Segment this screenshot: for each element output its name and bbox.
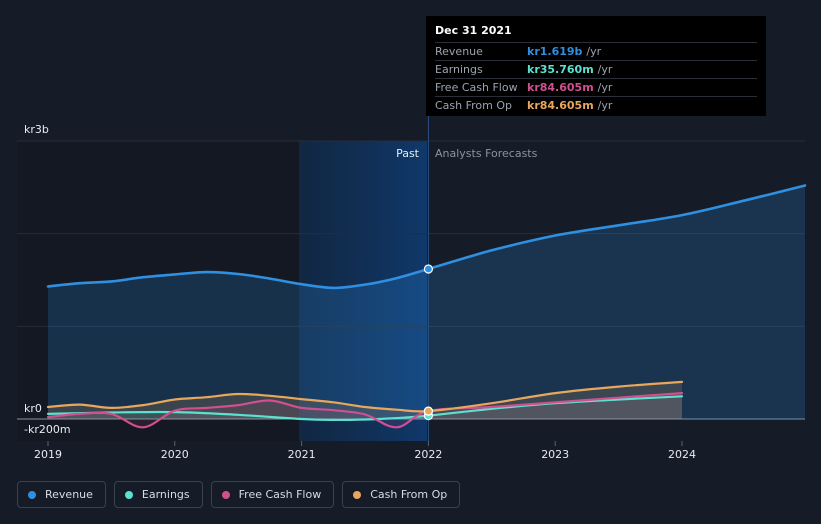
forecast-label: Analysts Forecasts: [435, 147, 538, 160]
tooltip-label: Revenue: [435, 45, 483, 58]
tooltip-row-revenue: Revenue kr1.619b /yr: [435, 42, 757, 60]
cash-from-op-dot-icon: [353, 490, 362, 499]
x-tick-label: 2021: [288, 448, 316, 461]
free-cash-flow-line: [46, 392, 684, 429]
free-cash-flow-dot-icon: [221, 490, 230, 499]
tooltip-value: kr84.605m: [527, 81, 594, 94]
tooltip-row-free-cash-flow: Free Cash Flow kr84.605m /yr: [435, 78, 757, 96]
legend-item-cash-from-op[interactable]: Cash From Op: [342, 481, 461, 508]
tooltip-row-cash-from-op: Cash From Op kr84.605m /yr: [435, 96, 757, 114]
revenue-line: [46, 184, 807, 290]
earnings-dot-icon: [124, 490, 133, 499]
legend: Revenue Earnings Free Cash Flow Cash Fro…: [17, 481, 461, 508]
y-axis-zero-label: kr0: [24, 402, 42, 415]
cash-from-op-line: [46, 380, 684, 413]
tooltip-value: kr1.619b: [527, 45, 583, 58]
revenue-dot-icon: [28, 490, 36, 499]
series-areas: [48, 185, 805, 428]
legend-item-earnings[interactable]: Earnings: [113, 481, 203, 508]
tooltip-value: kr84.605m: [527, 99, 594, 112]
revenue-marker: [423, 264, 434, 274]
tooltip-unit: /yr: [586, 45, 602, 58]
legend-label: Earnings: [141, 488, 190, 501]
y-axis-top-label: kr3b: [24, 123, 49, 136]
tooltip-value: kr35.760m: [527, 63, 594, 76]
free-cash-flow-area: [48, 393, 682, 428]
y-axis-bottom-label: -kr200m: [24, 423, 71, 436]
tooltip-label: Earnings: [435, 63, 483, 76]
past-region-dark: [17, 141, 299, 441]
x-tick-label: 2020: [161, 448, 189, 461]
tooltip-label: Free Cash Flow: [435, 81, 518, 94]
tooltip-date: Dec 31 2021: [435, 24, 512, 37]
legend-item-revenue[interactable]: Revenue: [17, 481, 106, 508]
revenue-area: [48, 185, 805, 419]
x-tick-label: 2019: [34, 448, 62, 461]
tooltip: Dec 31 2021 Revenue kr1.619b /yr Earning…: [426, 16, 766, 116]
tooltip-unit: /yr: [597, 81, 613, 94]
x-tick-label: 2022: [414, 448, 442, 461]
past-highlight-band: [299, 141, 427, 441]
past-label: Past: [396, 147, 420, 160]
series-lines: [46, 184, 807, 429]
legend-item-free-cash-flow[interactable]: Free Cash Flow: [210, 481, 335, 508]
hover-markers: [423, 264, 434, 421]
tooltip-row-earnings: Earnings kr35.760m /yr: [435, 60, 757, 78]
x-tick-label: 2024: [668, 448, 696, 461]
legend-label: Revenue: [45, 488, 93, 501]
tooltip-label: Cash From Op: [435, 99, 513, 112]
tooltip-unit: /yr: [597, 63, 613, 76]
x-tick-label: 2023: [541, 448, 569, 461]
cash-from-op-area: [48, 381, 682, 419]
tooltip-unit: /yr: [597, 99, 613, 112]
cash-from-op-marker: [423, 406, 434, 416]
x-axis-ticks: 2019 2020 2021 2022 2023 2024: [34, 441, 696, 461]
legend-label: Cash From Op: [370, 488, 448, 501]
legend-label: Free Cash Flow: [238, 488, 322, 501]
